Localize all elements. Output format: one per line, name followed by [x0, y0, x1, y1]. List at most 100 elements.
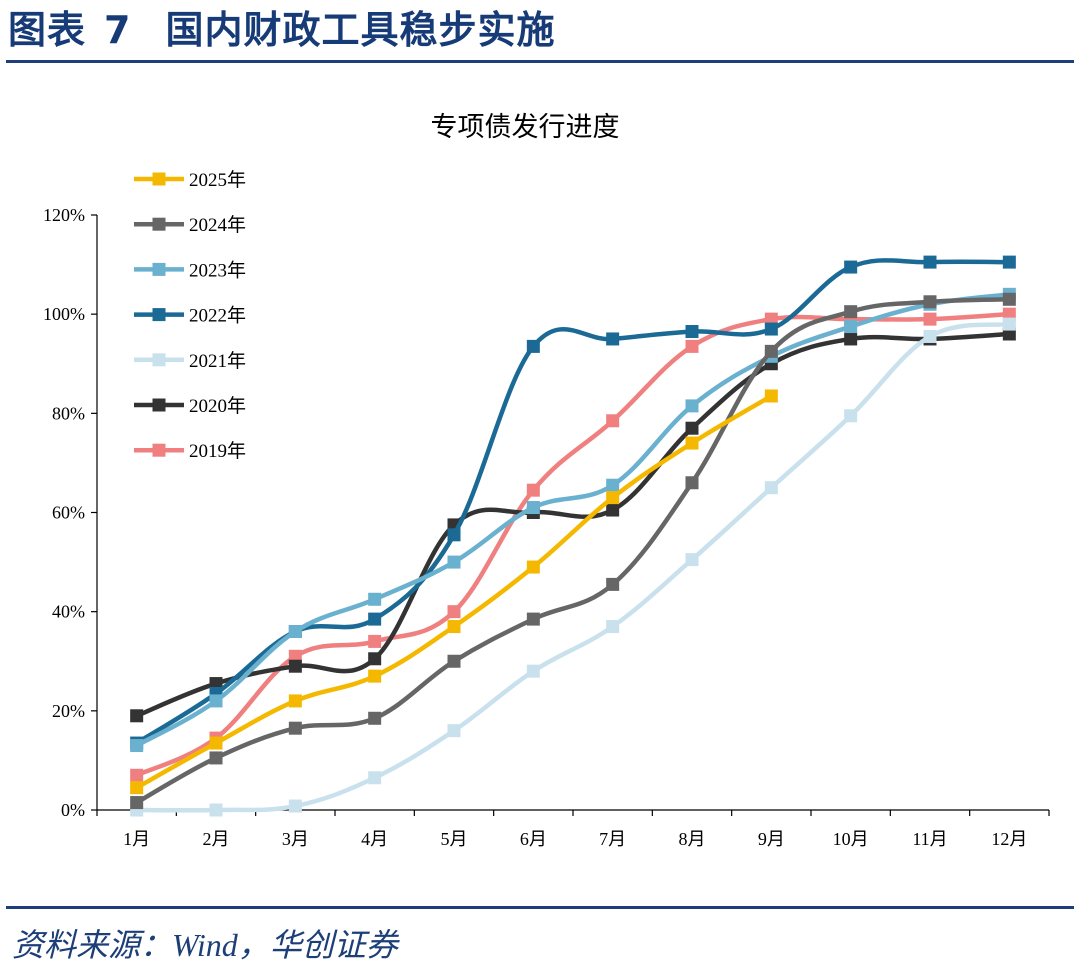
legend-label: 2023年 — [189, 259, 246, 281]
series-2022年 — [130, 255, 1016, 750]
legend-item: 2021年 — [134, 350, 246, 372]
x-tick-label: 8月 — [679, 829, 706, 849]
legend-swatch-marker — [152, 172, 166, 186]
data-point — [923, 295, 937, 309]
x-tick-label: 7月 — [599, 829, 626, 849]
data-point — [764, 312, 778, 326]
x-tick-label: 12月 — [991, 829, 1027, 849]
data-point — [685, 325, 699, 339]
legend-swatch-marker — [152, 353, 166, 367]
footer-rule — [6, 906, 1074, 909]
legend-item: 2019年 — [134, 440, 246, 462]
data-point — [130, 768, 144, 782]
data-point — [526, 664, 540, 678]
x-tick-label: 2月 — [203, 829, 230, 849]
data-point — [130, 796, 144, 810]
legend-item: 2022年 — [134, 305, 246, 327]
data-point — [844, 260, 858, 274]
data-point — [288, 625, 302, 638]
source-rest: ，华创证券 — [237, 926, 398, 964]
data-point — [685, 553, 699, 567]
data-point — [606, 491, 620, 505]
chart-axes: 0% 20% 40% 60% 80% 100% 120% 1月 2月 3月 4月 5月 6月 7月 8月 9月… — [43, 205, 1050, 849]
data-point — [685, 436, 699, 450]
chart-legend: 2025年 2024年 2023年 2022年 2021年 2020年 2019年 — [134, 169, 246, 462]
data-point — [288, 799, 302, 813]
data-point — [606, 414, 620, 428]
data-point — [764, 389, 778, 403]
legend-label: 2021年 — [189, 350, 246, 372]
data-point — [130, 781, 144, 795]
data-point — [368, 612, 382, 626]
data-point — [288, 721, 302, 735]
data-point — [447, 724, 461, 738]
data-point — [844, 409, 858, 423]
legend-label: 2020年 — [189, 395, 246, 417]
data-point — [526, 560, 540, 574]
data-point — [526, 339, 540, 353]
data-point — [1002, 327, 1016, 341]
series-2021年 — [130, 317, 1016, 817]
chart-title: 专项债发行进度 — [431, 112, 620, 143]
data-point — [288, 649, 302, 663]
x-tick-label: 6月 — [520, 829, 547, 849]
line-chart: 专项债发行进度 0% 20% 40% 60% 80% 100% 120% 1月 2月 3月 4月 5月… — [43, 112, 1050, 849]
data-point — [288, 694, 302, 708]
y-tick-label: 40% — [52, 602, 85, 622]
data-point — [368, 634, 382, 648]
data-point — [685, 339, 699, 353]
legend-swatch-marker — [152, 398, 166, 412]
legend-swatch-marker — [152, 262, 166, 276]
data-point — [606, 332, 620, 346]
legend-item: 2020年 — [134, 395, 246, 417]
legend-label: 2024年 — [189, 214, 246, 236]
series-2024年 — [130, 292, 1016, 810]
series-layer — [130, 255, 1016, 817]
data-point — [606, 577, 620, 591]
legend-item: 2024年 — [134, 214, 246, 236]
legend-item: 2025年 — [134, 169, 246, 191]
data-point — [209, 736, 223, 750]
legend-item: 2023年 — [134, 259, 246, 281]
y-tick-label: 80% — [52, 403, 85, 423]
data-point — [685, 476, 699, 490]
x-tick-label: 4月 — [361, 829, 388, 849]
data-point — [209, 751, 223, 765]
data-point — [368, 711, 382, 725]
y-tick-label: 120% — [43, 205, 85, 225]
series-2023年 — [130, 287, 1016, 753]
x-tick-label: 5月 — [441, 829, 468, 849]
x-tick-label: 11月 — [912, 829, 947, 849]
data-point — [447, 555, 461, 569]
data-point — [130, 709, 144, 723]
data-point — [844, 305, 858, 319]
figure-title: 国内财政工具稳步实施 — [165, 8, 556, 52]
series-2020年 — [130, 327, 1016, 723]
data-point — [130, 739, 144, 753]
legend-swatch-marker — [152, 308, 166, 322]
data-point — [447, 654, 461, 668]
data-point — [288, 659, 302, 673]
data-point — [606, 620, 620, 634]
legend-label: 2025年 — [189, 169, 246, 191]
data-point — [368, 669, 382, 683]
figure-number: 7 — [104, 8, 132, 52]
y-tick-label: 60% — [52, 503, 85, 523]
legend-swatch-marker — [152, 443, 166, 457]
data-point — [368, 592, 382, 606]
data-point — [685, 399, 699, 413]
data-point — [447, 528, 461, 542]
data-point — [526, 501, 540, 515]
data-point — [209, 803, 223, 817]
series-2025年 — [130, 389, 778, 795]
data-point — [764, 322, 778, 336]
series-line — [134, 292, 1012, 748]
data-point — [209, 694, 223, 708]
data-point — [606, 503, 620, 517]
x-tick-label: 10月 — [833, 829, 869, 849]
data-point — [526, 612, 540, 626]
legend-swatch-marker — [152, 217, 166, 231]
data-point — [447, 620, 461, 634]
source-label: 资料来源： — [12, 926, 173, 964]
legend-label: 2019年 — [189, 440, 246, 462]
